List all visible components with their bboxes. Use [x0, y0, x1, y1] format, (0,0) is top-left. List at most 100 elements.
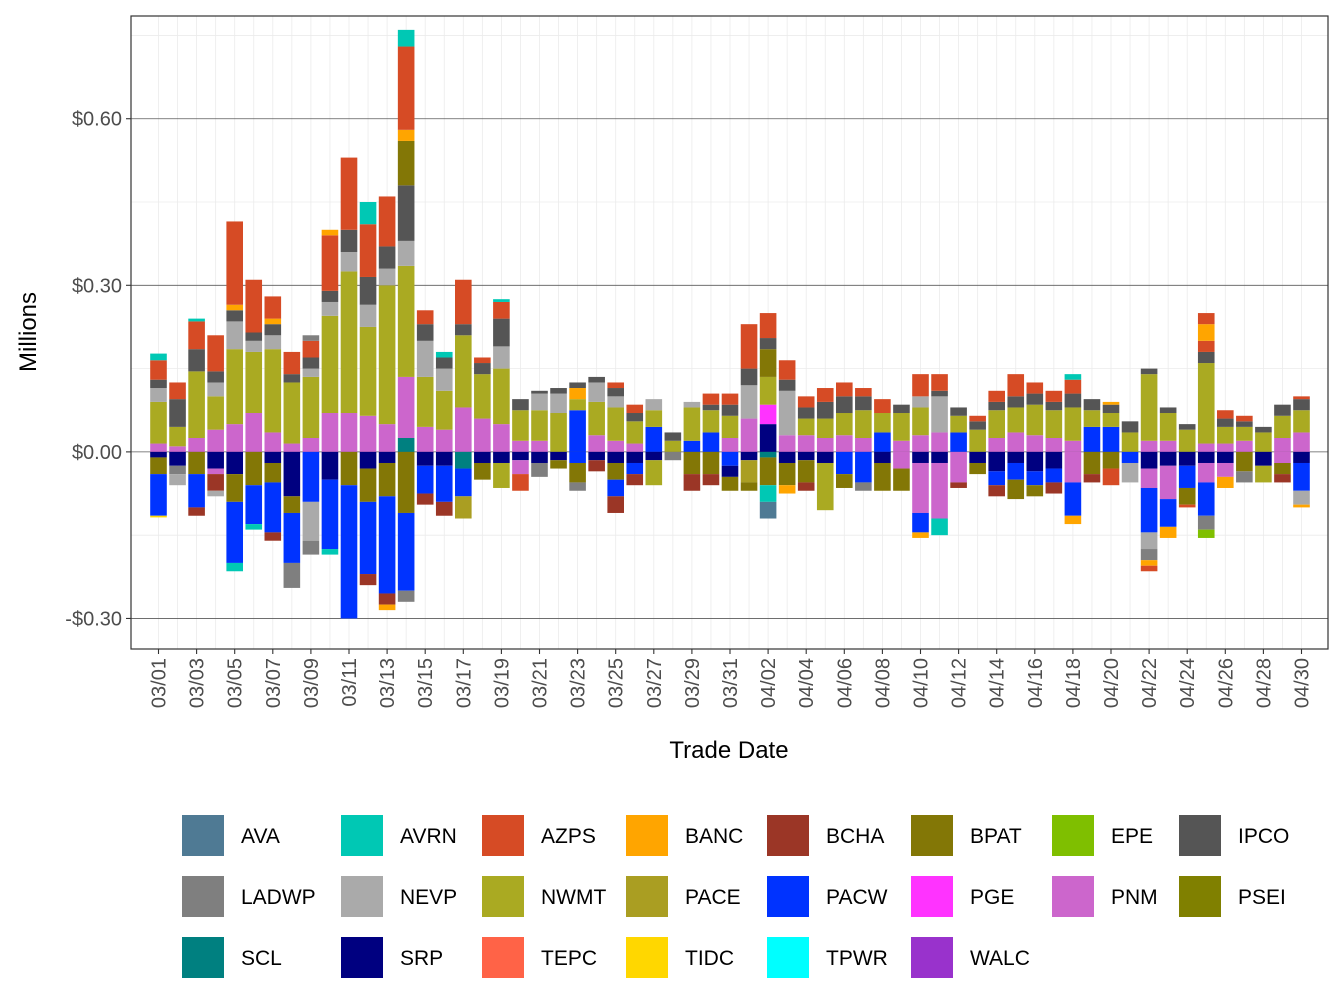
legend-item-epe: EPE	[1052, 815, 1153, 856]
bar-segment-nevp	[683, 401, 701, 408]
bar-segment-bpat	[550, 460, 567, 469]
bar-segment-bcha	[264, 532, 282, 541]
bar-segment-pnm	[626, 443, 644, 452]
bar-segment-bpat	[797, 460, 815, 483]
bar-segment-nwmt	[874, 413, 891, 433]
legend-label: PACW	[826, 886, 888, 909]
legend-item-pge: PGE	[911, 876, 1014, 917]
bar-segment-ipco	[359, 276, 377, 305]
x-tick-label: 03/13	[377, 658, 399, 708]
bar-segment-avrn	[150, 353, 167, 361]
bar-segment-srp	[474, 451, 491, 463]
bar-segment-nevp	[1121, 462, 1139, 483]
bar-segment-pnm	[912, 435, 929, 452]
bar-segment-nwmt	[416, 376, 434, 427]
bar-segment-pacw	[1121, 451, 1139, 463]
bar-segment-ipco	[1083, 399, 1101, 411]
bar-segment-srp	[816, 451, 834, 463]
bar-segment-nevp	[321, 301, 339, 316]
bar-segment-ipco	[569, 382, 586, 389]
legend-label: NEVP	[400, 886, 457, 909]
bar-segment-azps	[264, 296, 282, 319]
bar-segment-nevp	[531, 393, 548, 411]
legend-key	[1179, 815, 1221, 856]
bar-segment-pnm	[1274, 451, 1291, 463]
bar-segment-nevp	[226, 321, 243, 350]
bar-segment-pace	[455, 496, 472, 519]
bar-segment-nevp	[607, 396, 624, 408]
bar-segment-bpat	[702, 451, 720, 475]
bar-segment-pacw	[1197, 482, 1215, 516]
bar-segment-azps	[1026, 382, 1044, 394]
bar-segment-nevp	[378, 268, 396, 286]
bar-segment-pacw	[226, 501, 243, 563]
bar-segment-nwmt	[340, 271, 358, 414]
bar-segment-pacw	[1045, 468, 1063, 483]
bar-segment-bpat	[264, 462, 282, 483]
bar-segment-pnm	[512, 460, 529, 475]
bar-segment-nwmt	[1026, 404, 1044, 436]
bar-segment-nwmt	[1064, 407, 1082, 441]
legend-label: SRP	[400, 947, 443, 970]
bar-segment-bpat	[969, 462, 986, 475]
bar-segment-ipco	[283, 374, 301, 383]
legend-item-avrn: AVRN	[341, 815, 457, 856]
legend-label: PACE	[685, 886, 741, 909]
legend-key	[626, 876, 668, 917]
bar-segment-ipco	[950, 407, 967, 416]
bar-segment-nwmt	[150, 401, 167, 444]
bar-segment-nwmt	[1121, 432, 1139, 452]
bar-segment-srp	[1045, 451, 1063, 469]
bar-segment-ladwp	[1197, 515, 1215, 530]
bar-segment-nwmt	[512, 410, 529, 441]
bar-segment-ipco	[607, 388, 624, 397]
legend-item-tepc: TEPC	[482, 937, 597, 978]
legend-key	[626, 937, 668, 978]
bar-segment-nwmt	[797, 418, 815, 436]
bar-segment-nwmt	[626, 421, 644, 444]
bar-segment-pnm	[150, 443, 167, 452]
bar-segment-srp	[1178, 451, 1196, 466]
y-tick-label: -$0.30	[65, 608, 122, 630]
legend-key	[1052, 876, 1094, 917]
bar-segment-ipco	[816, 401, 834, 419]
bar-segment-nwmt	[1083, 410, 1101, 427]
bar-segment-pacw	[988, 471, 1005, 486]
bar-segment-nevp	[1140, 532, 1158, 550]
bar-segment-pacw	[340, 485, 358, 619]
bar-segment-ipco	[340, 229, 358, 252]
bar-segment-nwmt	[493, 368, 510, 425]
bar-segment-pacw	[702, 432, 720, 452]
legend-item-banc: BANC	[626, 815, 743, 856]
bar-segment-ipco	[855, 396, 872, 411]
bar-segment-ipco	[1274, 404, 1291, 416]
bar-segment-ipco	[988, 401, 1005, 411]
bar-segment-srp	[264, 451, 282, 463]
bar-segment-srp	[778, 451, 796, 463]
legend-item-bcha: BCHA	[767, 815, 884, 856]
bar-segment-pge	[759, 404, 777, 425]
bar-segment-srp	[874, 451, 891, 463]
bar-segment-azps	[1197, 313, 1215, 325]
bar-segment-azps	[397, 46, 415, 130]
bar-segment-nwmt	[378, 285, 396, 425]
bar-segment-ipco	[550, 388, 567, 394]
legend-label: TIDC	[685, 947, 734, 970]
bar-segment-ipco	[721, 404, 739, 416]
bar-segment-pnm	[1217, 443, 1234, 452]
bar-segment-ipco	[969, 421, 986, 430]
bar-segment-pacw	[950, 432, 967, 452]
bar-segment-banc	[778, 485, 796, 494]
bar-segment-ipco	[797, 407, 815, 419]
bar-segment-bpat	[1007, 479, 1025, 500]
legend-item-scl: SCL	[182, 937, 282, 978]
bar-segment-ipco	[1293, 399, 1310, 411]
bar-segment-banc	[321, 229, 339, 236]
bar-segment-ipco	[493, 318, 510, 347]
bar-segment-nwmt	[1178, 429, 1196, 452]
bar-segment-nwmt	[702, 410, 720, 433]
bar-segment-bcha	[435, 501, 453, 516]
legend-key	[911, 815, 953, 856]
bar-segment-ipco	[1236, 421, 1253, 427]
